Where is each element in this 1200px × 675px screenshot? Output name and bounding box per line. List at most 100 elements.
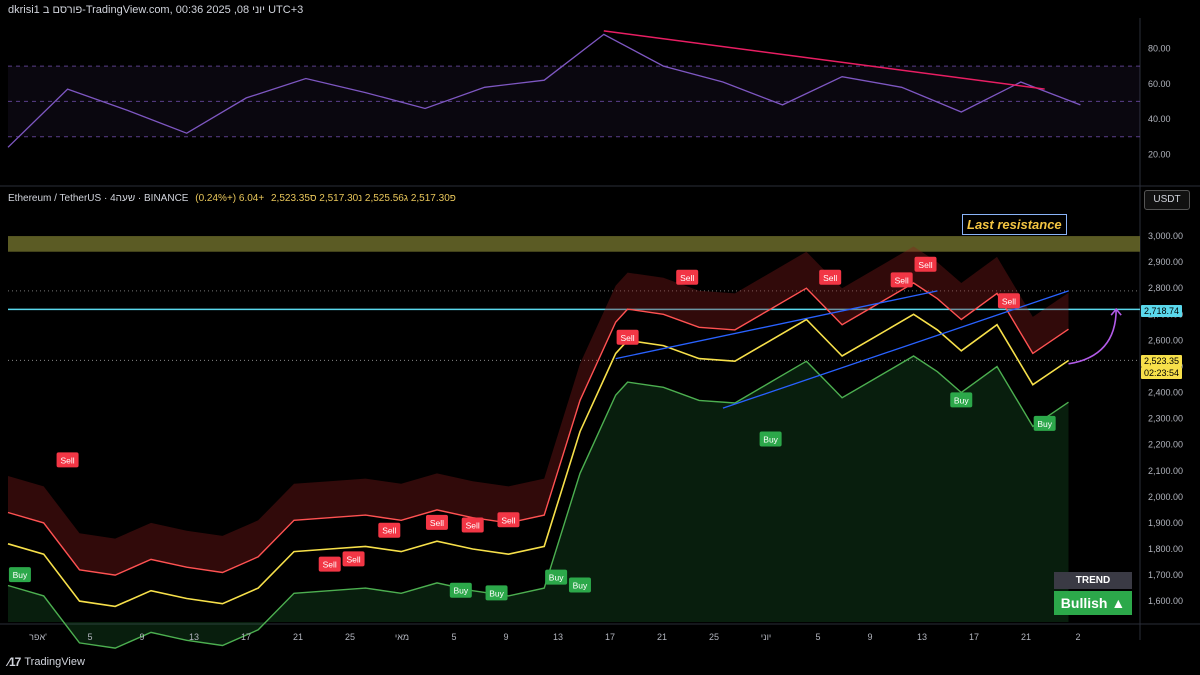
sell-signal-box: [56, 452, 79, 468]
buy-signal-box: [759, 431, 782, 447]
signal-label: Buy: [763, 434, 778, 444]
currency-button[interactable]: USDT: [1144, 190, 1190, 210]
sell-signal-box: [616, 329, 639, 345]
rsi-band: [8, 66, 1140, 137]
time-tick-label: 25: [709, 632, 719, 642]
buy-signal: Buy: [568, 577, 591, 593]
price-tick-label: 2,800.00: [1148, 283, 1183, 293]
time-tick-label: 17: [241, 632, 251, 642]
time-tick-label: 13: [553, 632, 563, 642]
signal-label: Sell: [918, 260, 932, 270]
price-tick-label: 2,200.00: [1148, 440, 1183, 450]
price-tick-label: 1,900.00: [1148, 518, 1183, 528]
time-tick-label: יוני: [761, 632, 772, 642]
channel-lower-line: [722, 290, 1069, 409]
sell-signal: Sell: [378, 522, 401, 538]
price-tick-label: 2,400.00: [1148, 388, 1183, 398]
support-band: [8, 356, 1069, 649]
time-tick-label: 21: [1021, 632, 1031, 642]
symbol-name: Ethereum / TetherUS · 4שעה · BINANCE: [8, 193, 189, 204]
sell-signal: Sell: [425, 514, 448, 530]
sell-signal: Sell: [914, 256, 937, 272]
signal-label: Sell: [382, 526, 396, 536]
time-tick-label: מאי: [395, 632, 409, 642]
price-tick-label: 1,800.00: [1148, 544, 1183, 554]
buy-signal: Buy: [8, 567, 31, 583]
rsi-tick-label: 80.00: [1148, 43, 1171, 53]
upper-envelope-line: [7, 282, 1069, 576]
rsi-line: [7, 33, 1081, 148]
price-change: +6.04 (+0.24%): [195, 193, 265, 204]
resistance-band: [8, 246, 1069, 576]
sell-signal-box: [378, 522, 401, 538]
signal-label: Buy: [489, 588, 504, 598]
sell-signal: Sell: [676, 269, 699, 285]
time-tick-label: 5: [87, 632, 92, 642]
publish-header: dkrisi1 פורסם ב-TradingView.com, 00:36 2…: [8, 4, 304, 16]
last-price-tag: 2,523.35: [1141, 355, 1183, 367]
projection-arrow-head: [1110, 307, 1122, 316]
sell-signal: Sell: [497, 512, 520, 528]
sell-signal: Sell: [318, 556, 341, 572]
price-tick-label: 2,900.00: [1148, 257, 1183, 267]
signal-label: Sell: [466, 521, 480, 531]
sell-signal-box: [318, 556, 341, 572]
time-tick-label: 9: [867, 632, 872, 642]
buy-signal-box: [449, 582, 472, 598]
time-tick-label: 5: [451, 632, 456, 642]
resistance-price-tag: 2,718.74: [1141, 305, 1183, 317]
signal-label: Sell: [895, 275, 909, 285]
price-tick-label: 3,000.00: [1148, 231, 1183, 241]
signal-label: Sell: [621, 333, 635, 343]
projection-arrow: [1068, 309, 1117, 365]
sell-signal: Sell: [342, 551, 365, 567]
sell-signal-box: [497, 512, 520, 528]
trend-title: TREND: [1054, 572, 1132, 589]
rsi-trendline: [603, 30, 1045, 90]
price-tick-label: 2,600.00: [1148, 335, 1183, 345]
price-tick-label: 2,000.00: [1148, 492, 1183, 502]
signal-label: Buy: [1037, 419, 1052, 429]
signal-label: Buy: [453, 586, 468, 596]
sell-signal: Sell: [616, 329, 639, 345]
sell-signal-box: [342, 551, 365, 567]
trend-panel: TREND Bullish ▲: [1054, 572, 1132, 615]
tradingview-logo-icon: ⁄17: [8, 655, 21, 669]
rsi-tick-label: 60.00: [1148, 79, 1171, 89]
time-tick-label: 21: [293, 632, 303, 642]
buy-signal: Buy: [1033, 415, 1056, 431]
signal-label: Buy: [549, 573, 564, 583]
sell-signal: Sell: [997, 293, 1020, 309]
signal-label: Sell: [1002, 296, 1016, 306]
sell-signal: Sell: [461, 517, 484, 533]
signal-label: Sell: [680, 273, 694, 283]
time-tick-label: 9: [139, 632, 144, 642]
time-tick-label: 17: [969, 632, 979, 642]
price-tick-label: 1,700.00: [1148, 570, 1183, 580]
buy-signal: Buy: [485, 585, 508, 601]
buy-signal: Buy: [449, 582, 472, 598]
price-tick-label: 2,100.00: [1148, 466, 1183, 476]
trend-state-badge: Bullish ▲: [1054, 591, 1132, 615]
sell-signal-box: [425, 514, 448, 530]
lower-envelope-line: [7, 355, 1069, 649]
buy-signal-box: [8, 567, 31, 583]
time-tick-label: 9: [503, 632, 508, 642]
sell-signal-box: [890, 272, 913, 288]
signal-label: Buy: [13, 570, 28, 580]
buy-signal: Buy: [545, 569, 568, 585]
signal-label: Sell: [60, 455, 74, 465]
buy-signal: Buy: [759, 431, 782, 447]
tradingview-footer[interactable]: ⁄17 TradingView: [8, 655, 85, 669]
sell-signal-box: [819, 269, 842, 285]
time-tick-label: 13: [189, 632, 199, 642]
signal-label: Sell: [323, 560, 337, 570]
sell-signal: Sell: [56, 452, 79, 468]
time-tick-label: 25: [345, 632, 355, 642]
buy-signal-box: [950, 392, 973, 408]
buy-signal-box: [568, 577, 591, 593]
signal-label: Buy: [573, 580, 588, 590]
sell-signal-box: [914, 256, 937, 272]
tradingview-brand: TradingView: [24, 656, 85, 668]
